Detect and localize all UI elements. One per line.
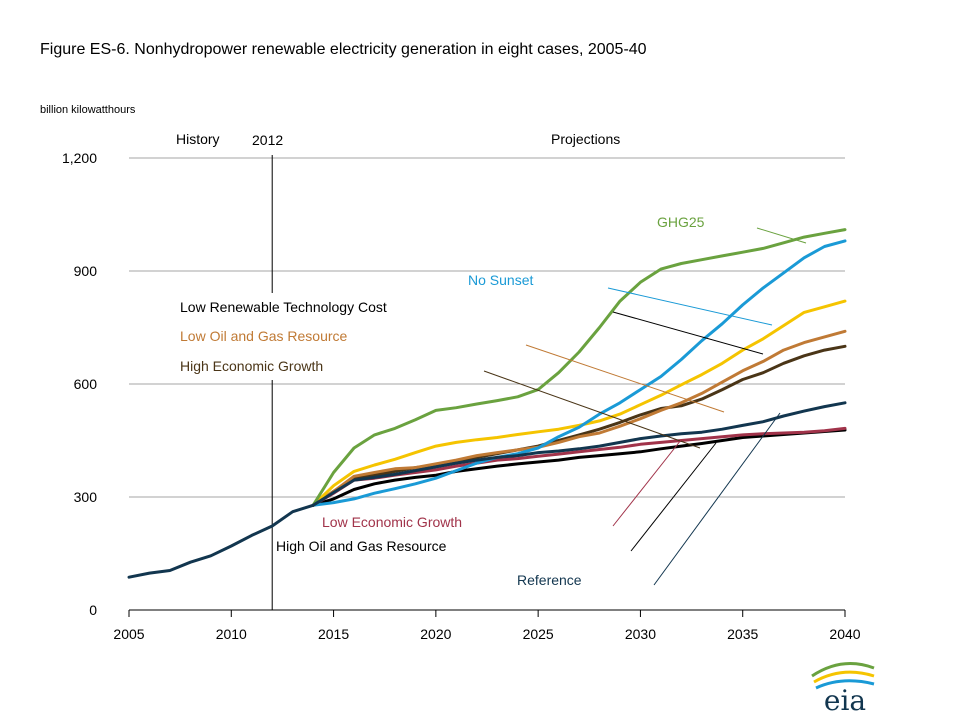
x-tick-label: 2020: [420, 626, 451, 642]
x-axis: 2005 2010 2015 2020 2025 2030 2035 2040: [113, 609, 861, 642]
history-line: [127, 503, 315, 579]
x-tick-label: 2030: [625, 626, 656, 642]
logo-arc-blue: [815, 679, 875, 690]
series-line-ghg25: [311, 228, 847, 507]
divider-year-label: 2012: [252, 132, 283, 148]
series-label-high-oil-and-gas-resource: High Oil and Gas Resource: [276, 538, 447, 554]
series-label-no-sunset: No Sunset: [468, 272, 533, 288]
y-axis-label: billion kilowatthours: [40, 104, 136, 116]
series-label-low-renewable-technology-cost: Low Renewable Technology Cost: [180, 299, 387, 315]
x-tick-label: 2040: [829, 626, 860, 642]
series-line-low-renewable-technology-cost: [311, 299, 847, 507]
y-tick-label: 1,200: [62, 150, 97, 166]
series-line-no-sunset: [311, 239, 847, 507]
history-label: History: [176, 131, 220, 147]
y-tick-label: 300: [74, 489, 98, 505]
leader-line: [525, 344, 725, 413]
series-label-low-oil-and-gas-resource: Low Oil and Gas Resource: [180, 328, 348, 344]
series-line-high-economic-growth: [311, 344, 847, 507]
leader-line: [607, 287, 773, 326]
leader-line: [630, 442, 717, 552]
series-line-high-oil-and-gas-resource: [311, 428, 847, 507]
logo-arc-green: [811, 662, 875, 678]
series-lines: [127, 228, 847, 579]
series-label-high-economic-growth: High Economic Growth: [180, 358, 323, 374]
series-line-reference: [311, 401, 847, 507]
leader-line: [612, 439, 682, 527]
y-axis-ticks: 0 300 600 900 1,200: [62, 150, 97, 618]
series-line-low-oil-and-gas-resource: [311, 329, 847, 507]
series-label-low-economic-growth: Low Economic Growth: [322, 514, 462, 530]
y-tick-label: 600: [74, 376, 98, 392]
series-label-reference: Reference: [517, 572, 582, 588]
leader-line: [756, 227, 807, 244]
logo-text: eia: [824, 684, 866, 717]
eia-logo: eia: [811, 662, 875, 717]
x-tick-label: 2035: [727, 626, 758, 642]
leader-line: [653, 412, 781, 586]
x-tick-label: 2025: [523, 626, 554, 642]
chart-title: Figure ES-6. Nonhydropower renewable ele…: [40, 41, 647, 58]
gridlines: [129, 157, 845, 498]
x-tick-label: 2010: [216, 626, 247, 642]
series-line-low-economic-growth: [311, 426, 847, 507]
series-label-ghg25: GHG25: [657, 214, 705, 230]
leader-line: [483, 370, 701, 449]
label-leader-lines: [483, 227, 807, 586]
logo-arc-yellow: [813, 670, 875, 684]
leader-line: [612, 311, 764, 355]
x-tick-label: 2015: [318, 626, 349, 642]
y-tick-label: 900: [74, 263, 98, 279]
y-tick-label: 0: [89, 602, 97, 618]
series-labels: GHG25 No Sunset Low Renewable Technology C…: [180, 214, 705, 588]
projections-label: Projections: [551, 131, 620, 147]
x-tick-label: 2005: [113, 626, 144, 642]
